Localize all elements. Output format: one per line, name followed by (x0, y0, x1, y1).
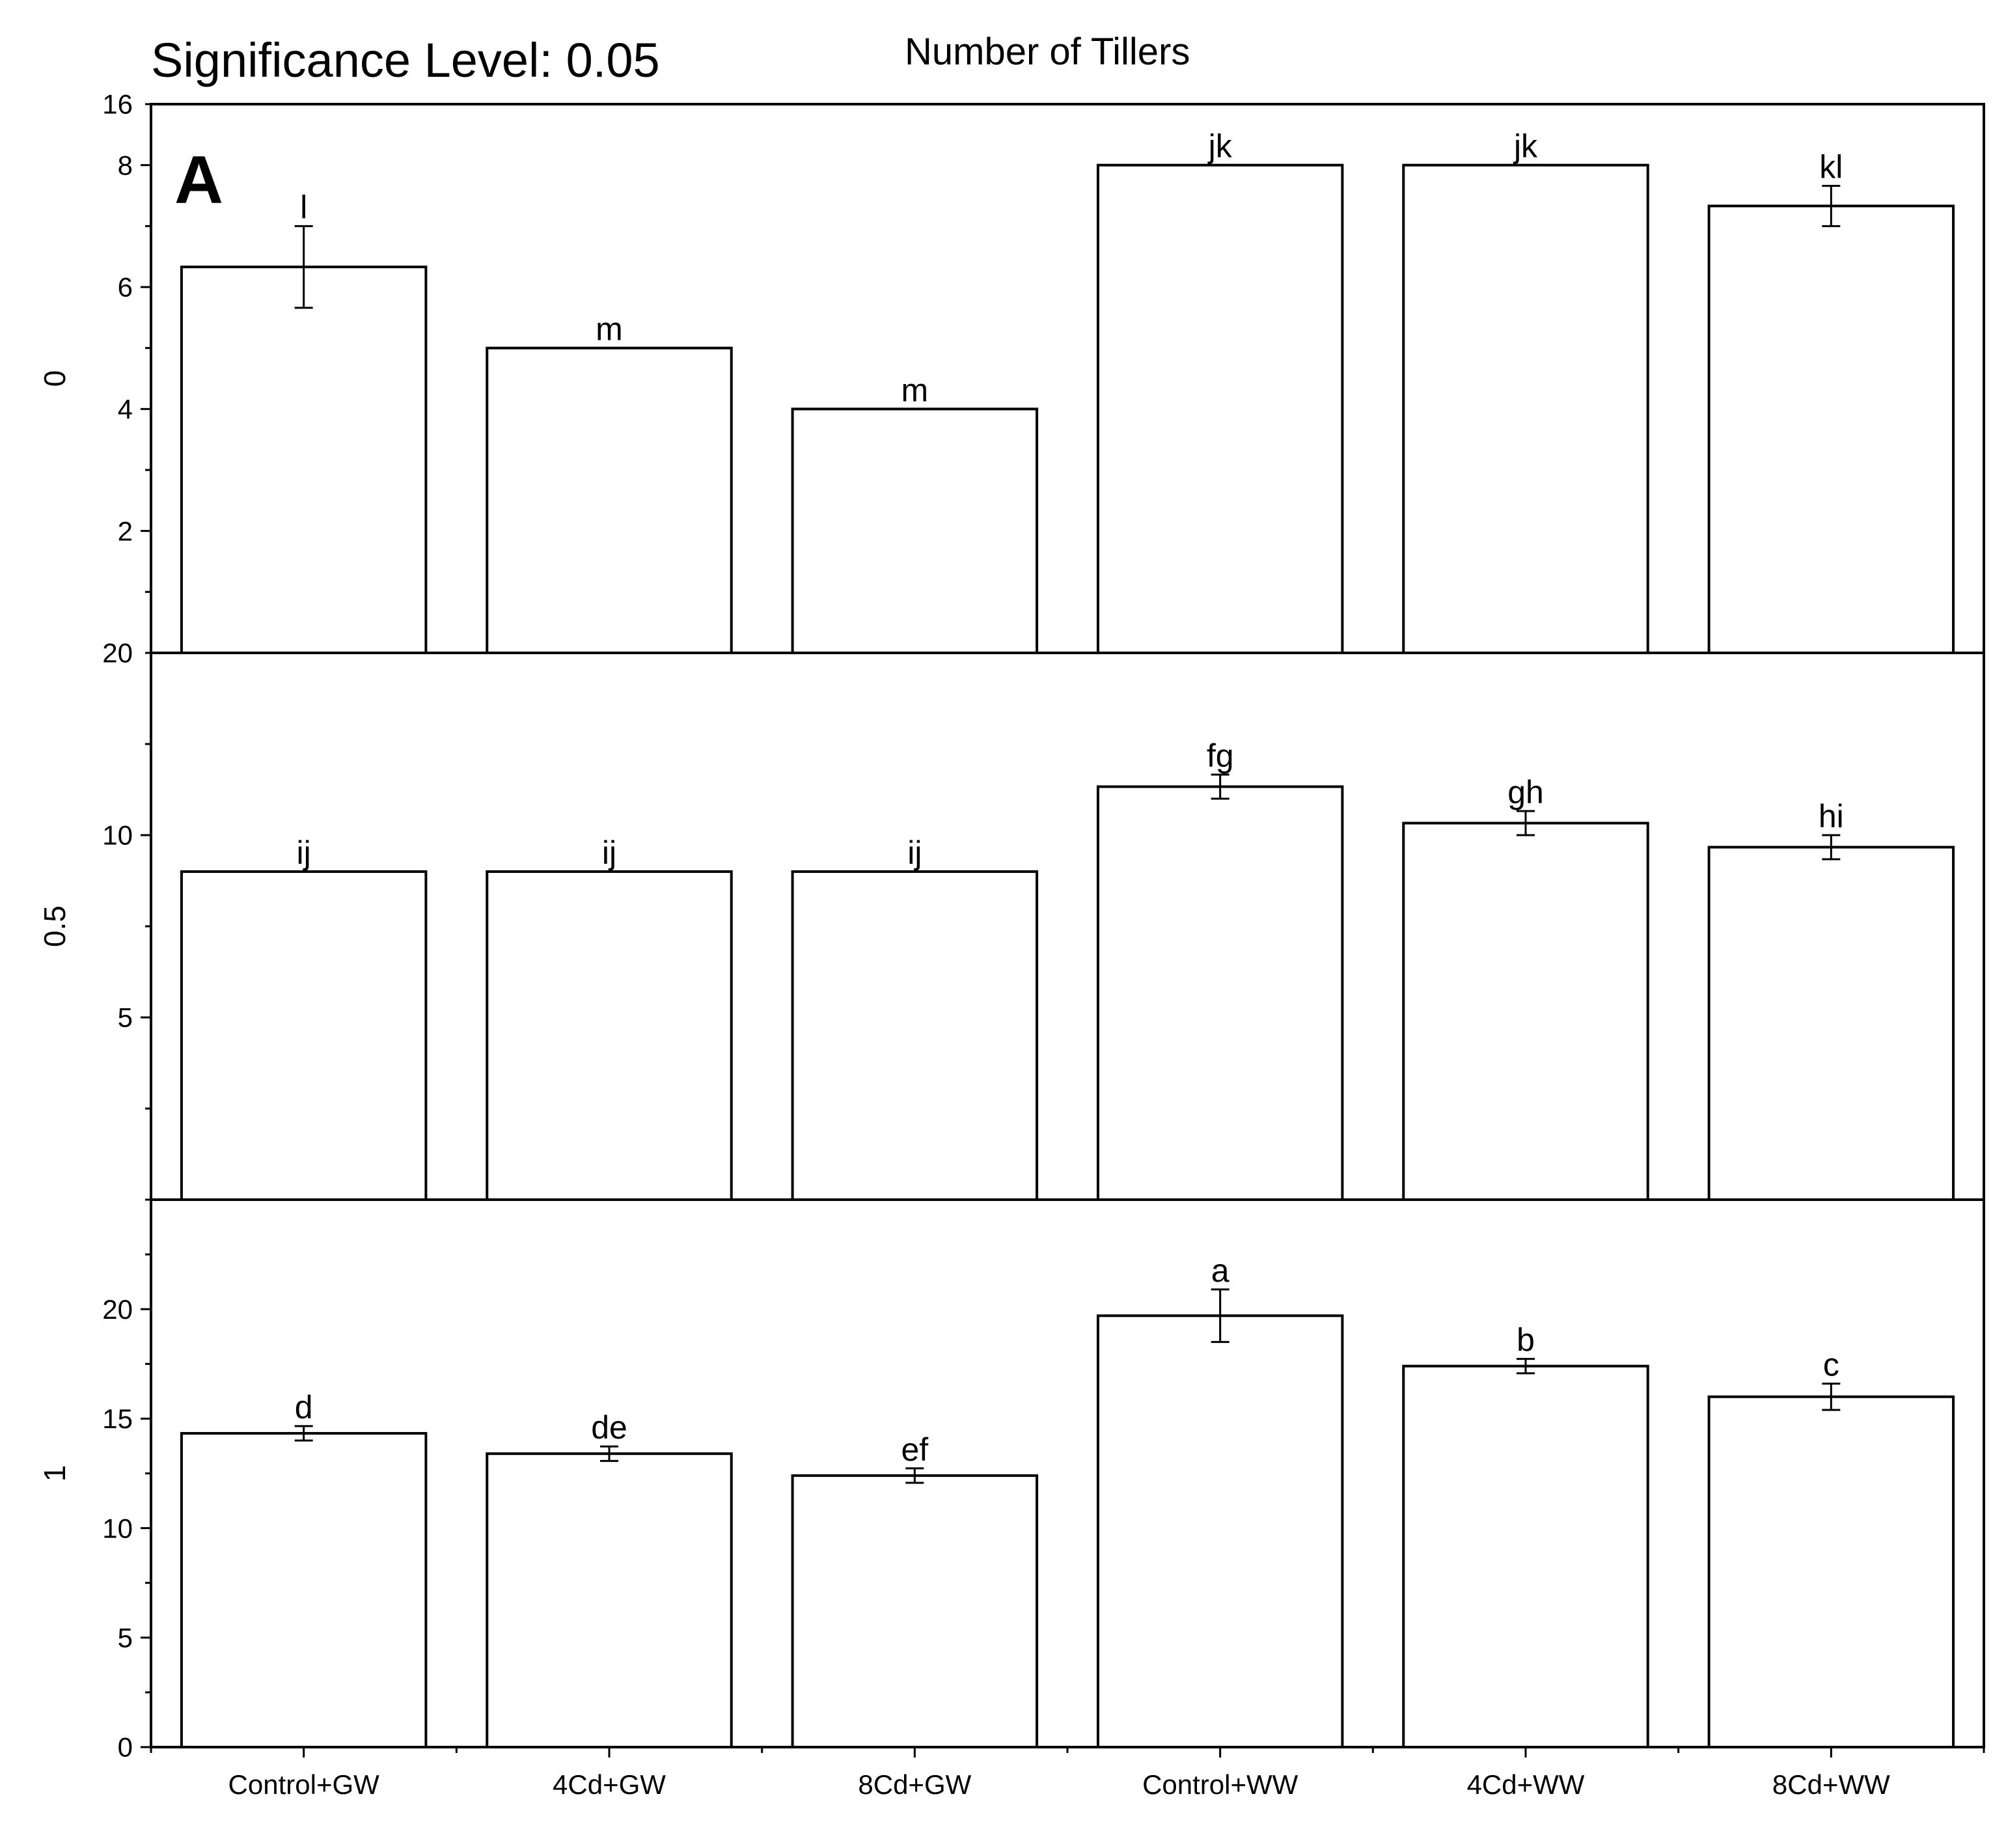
y-top-tick-label: 20 (102, 638, 133, 669)
y-tick-label: 6 (118, 272, 133, 303)
significance-letter: jk (1513, 128, 1538, 165)
y-axis-label: 0 (38, 370, 72, 387)
significance-letter: m (596, 311, 623, 348)
significance-letter: ij (297, 834, 311, 871)
panel-0-5: ij ij ij fg gh hi 5 10 20 0.5 (38, 638, 1985, 1201)
x-axis: Control+GW 4Cd+GW 8Cd+GW Control+WW 4Cd+WW 8C… (150, 1747, 1985, 1800)
significance-letter: ij (907, 834, 922, 871)
significance-letter: hi (1819, 798, 1844, 834)
bar (791, 870, 1039, 1201)
bar (180, 870, 428, 1201)
error-bar (1517, 1358, 1535, 1375)
significance-letter: jk (1207, 128, 1233, 165)
significance-letter: kl (1819, 149, 1843, 186)
error-bar (1822, 185, 1841, 227)
y-tick-label: 2 (118, 516, 133, 546)
panel-0: l m m jk jk kl 2 4 6 8 16 0 (38, 89, 1985, 655)
error-bar (294, 1425, 313, 1442)
error-bar (1822, 834, 1841, 861)
bar (486, 346, 733, 655)
bar (1402, 821, 1649, 1201)
y-tick-label: 4 (118, 394, 133, 424)
significance-letter: l (300, 189, 307, 225)
significance-letter: ij (602, 834, 616, 871)
significance-letter: fg (1207, 738, 1234, 774)
y-tick-label: 8 (118, 150, 133, 180)
bar (1707, 204, 1955, 654)
significance-letter: de (591, 1409, 627, 1446)
y-tick-label: 15 (102, 1403, 133, 1434)
significance-letter: a (1211, 1252, 1230, 1289)
error-bar (294, 225, 313, 309)
significance-letter: ef (901, 1431, 928, 1468)
bar (1707, 1395, 1955, 1748)
x-tick-label: 4Cd+GW (553, 1769, 666, 1800)
bar (791, 407, 1039, 654)
significance-letter: c (1823, 1347, 1839, 1383)
x-tick-label: Control+WW (1142, 1769, 1298, 1800)
significance-letter: d (295, 1389, 313, 1426)
x-tick-label: 4Cd+WW (1467, 1769, 1585, 1800)
bar (791, 1474, 1039, 1748)
significance-letter: b (1517, 1322, 1535, 1358)
error-bar (1211, 1288, 1230, 1344)
y-axis-label: 0.5 (38, 905, 72, 947)
bar (486, 870, 733, 1201)
panel-letter: A (174, 143, 224, 218)
y-tick-label: 20 (102, 1294, 133, 1325)
y-top-tick-label: 16 (102, 89, 133, 120)
x-tick-label: 8Cd+GW (858, 1769, 971, 1800)
chart-title: Number of Tillers (905, 31, 1190, 73)
bar (180, 266, 428, 654)
significance-letter: gh (1507, 774, 1544, 810)
y-axis-label: 1 (38, 1465, 72, 1482)
significance-letter: m (901, 372, 929, 408)
bar (1402, 1364, 1649, 1749)
x-tick-label: Control+GW (228, 1769, 380, 1800)
y-tick-label: 10 (102, 820, 133, 851)
y-tick-label: 5 (118, 1002, 133, 1033)
y-tick-label: 10 (102, 1513, 133, 1543)
bar (1096, 1314, 1344, 1748)
significance-level-label: Significance Level: 0.05 (151, 33, 660, 87)
y-tick-label: 0 (118, 1732, 133, 1763)
bar (1096, 163, 1344, 654)
error-bar (905, 1467, 924, 1484)
bar (1707, 846, 1955, 1201)
bar (1402, 163, 1649, 654)
bar (1096, 785, 1344, 1201)
error-bar (1517, 810, 1535, 836)
y-tick-label: 5 (118, 1623, 133, 1653)
bar (180, 1431, 428, 1748)
bar (486, 1452, 733, 1749)
error-bar (600, 1445, 618, 1462)
x-tick-label: 8Cd+WW (1772, 1769, 1890, 1800)
error-bar (1822, 1383, 1841, 1411)
error-bar (1211, 773, 1230, 800)
panel-1: d de ef a b c 0 5 10 15 20 1 (38, 1198, 1985, 1763)
